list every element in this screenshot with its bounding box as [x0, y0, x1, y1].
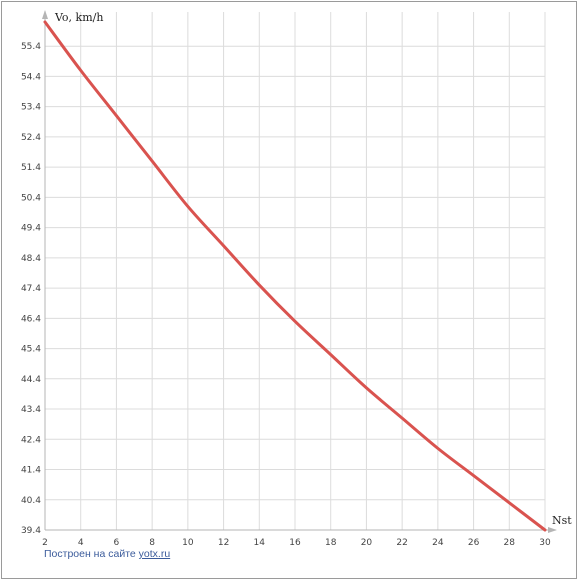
y-tick-label: 53.4: [21, 103, 41, 113]
y-tick-label: 49.4: [21, 224, 41, 234]
y-tick-label: 47.4: [21, 284, 41, 294]
y-tick-label: 48.4: [21, 254, 41, 264]
y-tick-label: 51.4: [21, 163, 41, 173]
y-tick-label: 55.4: [21, 42, 41, 52]
x-tick-label: 4: [78, 538, 84, 548]
y-tick-label: 54.4: [21, 72, 41, 82]
y-axis-title: Vo, km/h: [54, 11, 103, 24]
y-axis-arrow: [42, 10, 48, 19]
grid-lines: [45, 12, 546, 530]
x-tick-label: 28: [504, 538, 516, 548]
x-tick-label: 14: [254, 538, 266, 548]
x-tick-label: 8: [149, 538, 155, 548]
x-tick-label: 26: [468, 538, 480, 548]
y-tick-labels: 39.4 40.4 41.4 42.4 43.4 44.4 45.4 46.4 47.4 48.4…: [21, 42, 41, 536]
y-tick-label: 52.4: [21, 133, 41, 143]
x-tick-label: 16: [289, 538, 301, 548]
x-tick-label: 20: [361, 538, 373, 548]
x-axis-title: Nst: [552, 514, 572, 527]
y-tick-label: 42.4: [21, 435, 41, 445]
y-tick-label: 41.4: [21, 466, 41, 476]
x-tick-labels: 2 4 6 8 10 12 14 16 18 20 22 24 26 28 30: [42, 538, 551, 548]
y-tick-label: 50.4: [21, 193, 41, 203]
x-tick-label: 10: [182, 538, 194, 548]
y-tick-label: 40.4: [21, 496, 41, 506]
axes: [42, 10, 557, 533]
y-tick-label: 43.4: [21, 405, 41, 415]
x-tick-label: 12: [218, 538, 229, 548]
x-axis-arrow: [548, 527, 557, 533]
y-tick-label: 45.4: [21, 345, 41, 355]
x-tick-label: 30: [539, 538, 551, 548]
y-tick-label: 46.4: [21, 314, 41, 324]
credit-text: Построен на сайте: [44, 548, 136, 560]
x-tick-label: 22: [396, 538, 407, 548]
series-layer: [43, 20, 547, 532]
series-line: [43, 20, 547, 532]
y-tick-label: 44.4: [21, 375, 41, 385]
x-tick-label: 24: [432, 538, 444, 548]
x-tick-label: 2: [42, 538, 48, 548]
credit-line: Построен на сайте yotx.ru: [44, 548, 170, 560]
x-tick-label: 18: [325, 538, 337, 548]
y-tick-label: 39.4: [21, 526, 41, 536]
x-tick-label: 6: [114, 538, 120, 548]
credit-link[interactable]: yotx.ru: [138, 548, 171, 560]
